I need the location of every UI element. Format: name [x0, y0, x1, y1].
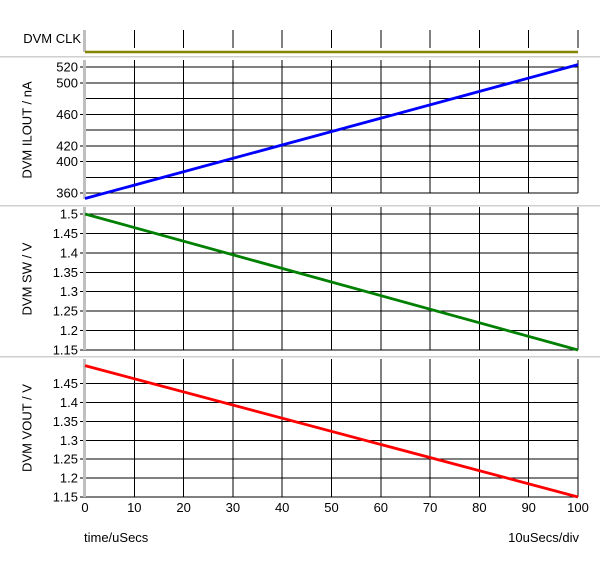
x-tick-label: 70 — [423, 500, 437, 515]
grid-divider — [0, 56, 600, 58]
y-axis-bar — [83, 207, 86, 350]
y-tick-label: 1.25 — [53, 452, 78, 467]
x-tick-label: 80 — [472, 500, 486, 515]
y-tick-label: 1.5 — [60, 206, 78, 221]
x-axis-label: time/uSecs — [84, 530, 149, 545]
grid-divider — [0, 356, 600, 358]
x-tick-label: 60 — [374, 500, 388, 515]
x-scale-per-div-label: 10uSecs/div — [508, 530, 579, 545]
panel-sw: 1.15 1.2 1.25 1.3 1.35 1.4 1.45 1.5 — [53, 206, 579, 358]
y-tick-label: 520 — [56, 60, 78, 75]
x-tick-label: 90 — [521, 500, 535, 515]
panel-vout: 1.15 1.2 1.25 1.3 1.35 1.4 1.45 — [53, 359, 579, 505]
y-tick-label: 420 — [56, 138, 78, 153]
x-tick-label: 100 — [567, 500, 589, 515]
y-tick-label: 1.4 — [60, 245, 78, 260]
clk-axis-label: DVM CLK — [23, 31, 81, 46]
x-tick-label: 20 — [176, 500, 190, 515]
y-tick-label: 1.15 — [53, 343, 78, 358]
panel-clk — [83, 30, 579, 54]
y-tick-label: 1.35 — [53, 265, 78, 280]
y-tick-label: 1.3 — [60, 433, 78, 448]
y-tick-label: 500 — [56, 75, 78, 90]
y-tick-label: 1.2 — [60, 471, 78, 486]
grid-divider — [0, 205, 600, 207]
x-tick-label: 50 — [324, 500, 338, 515]
y-tick-label: 1.4 — [60, 395, 78, 410]
y-tick-label: 1.2 — [60, 323, 78, 338]
y-tick-label: 1.45 — [53, 226, 78, 241]
x-tick-label: 30 — [226, 500, 240, 515]
y-tick-label: 1.3 — [60, 284, 78, 299]
x-tick-label: 40 — [275, 500, 289, 515]
y-tick-label: 1.25 — [53, 304, 78, 319]
vout-axis-title: DVM VOUT / V — [19, 384, 35, 472]
y-axis-bar — [83, 359, 86, 497]
trace-vout[interactable] — [84, 364, 579, 499]
y-tick-label: 1.45 — [53, 376, 78, 391]
trace-sw[interactable] — [84, 212, 579, 352]
x-tick-label: 10 — [127, 500, 141, 515]
x-tick-label: 0 — [81, 500, 88, 515]
y-axis-bar — [83, 60, 86, 199]
y-tick-label: 400 — [56, 154, 78, 169]
trace-ilout[interactable] — [84, 63, 579, 200]
y-tick-label: 1.15 — [53, 490, 78, 505]
y-tick-label: 360 — [56, 186, 78, 201]
ilout-axis-title: DVM ILOUT / nA — [19, 81, 35, 179]
sw-axis-title: DVM SW / V — [19, 242, 35, 316]
y-tick-label: 460 — [56, 107, 78, 122]
y-axis-bar — [83, 30, 86, 52]
y-tick-label: 1.35 — [53, 414, 78, 429]
